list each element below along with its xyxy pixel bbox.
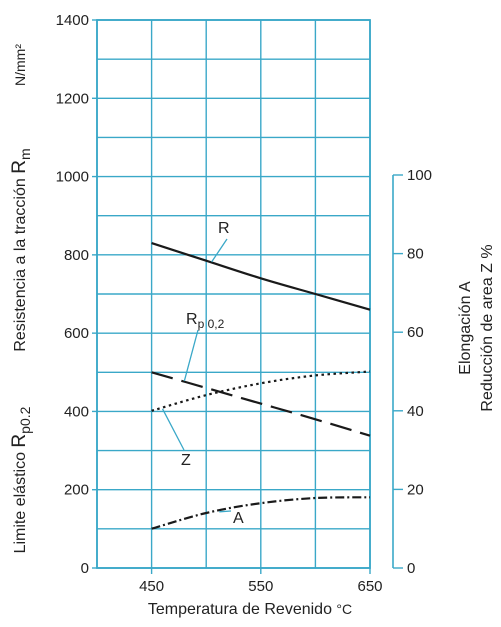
series-label-3: A (233, 510, 244, 527)
axes (92, 19, 403, 574)
y-axis-label-yield-symbol: R (9, 434, 30, 448)
y-tick-label-600: 600 (64, 325, 89, 342)
y-axis-label-tensile: Resistencia a la tracción Rm (9, 148, 33, 351)
x-axis-label-text: Temperatura de Revenido (148, 601, 332, 618)
x-axis-label: Temperatura de Revenido °C (148, 601, 352, 618)
series-leader-3 (219, 510, 232, 513)
x-axis-unit: °C (336, 601, 352, 617)
y2-axis-label-reduction: Reducción de area Z % (479, 244, 496, 411)
series-label-2: Z (181, 452, 191, 469)
series-label-sub-1: p 0,2 (198, 317, 225, 331)
series-leader-1 (183, 329, 199, 382)
series-label-0: R (218, 220, 230, 237)
y-tick-label-400: 400 (64, 403, 89, 420)
series-leader-0 (211, 238, 228, 263)
x-tick-label-550: 550 (248, 578, 273, 595)
series-annotation-2: Z (161, 408, 191, 469)
y2-tick-label-0: 0 (407, 560, 415, 577)
y-tick-label-0: 0 (81, 560, 89, 577)
x-tick-label-450: 450 (139, 578, 164, 595)
series-label-base-1: R (186, 311, 198, 328)
x-tick-label-650: 650 (357, 578, 382, 595)
y-tick-label-1400: 1400 (56, 12, 89, 29)
y-axis-label-yield-sub: p0.2 (17, 406, 33, 433)
y-axis-unit: N/mm² (12, 44, 28, 86)
series-label-1: Rp 0,2 (186, 311, 225, 331)
series-annotation-1: Rp 0,2 (183, 311, 225, 382)
y2-axis-label-elongation: Elongación A (457, 281, 474, 375)
series: RRp 0,2ZA (151, 220, 371, 530)
series-annotation-3: A (219, 510, 244, 527)
y-tick-label-800: 800 (64, 247, 89, 264)
y2-tick-label-80: 80 (407, 246, 424, 263)
y2-tick-label-20: 20 (407, 481, 424, 498)
y2-tick-label-40: 40 (407, 403, 424, 420)
series-annotation-0: R (211, 220, 230, 263)
series-line-3 (151, 496, 371, 530)
y-axis-label-yield-text: Limite elástico (12, 452, 29, 553)
series-leader-2 (161, 408, 185, 451)
y-axis-label-tensile-sub: m (17, 148, 33, 160)
series-line-1 (151, 371, 371, 437)
plot-frame (96, 19, 371, 569)
y2-tick-label-100: 100 (407, 167, 432, 184)
grid (96, 19, 371, 569)
series-line-0 (151, 242, 371, 311)
y2-tick-label-60: 60 (407, 324, 424, 341)
y-axis-label-tensile-text: Resistencia a la tracción (12, 178, 29, 351)
tick-labels: 0 200 400 600 800 1000 1200 1400 450 550 650 0 20 40 6… (56, 12, 432, 595)
y-tick-label-1000: 1000 (56, 169, 89, 186)
y-axis-label-yield: Limite elástico Rp0.2 (9, 406, 33, 553)
y-tick-label-1200: 1200 (56, 90, 89, 107)
y-axis-label-tensile-symbol: R (9, 160, 30, 174)
y-tick-label-200: 200 (64, 482, 89, 499)
